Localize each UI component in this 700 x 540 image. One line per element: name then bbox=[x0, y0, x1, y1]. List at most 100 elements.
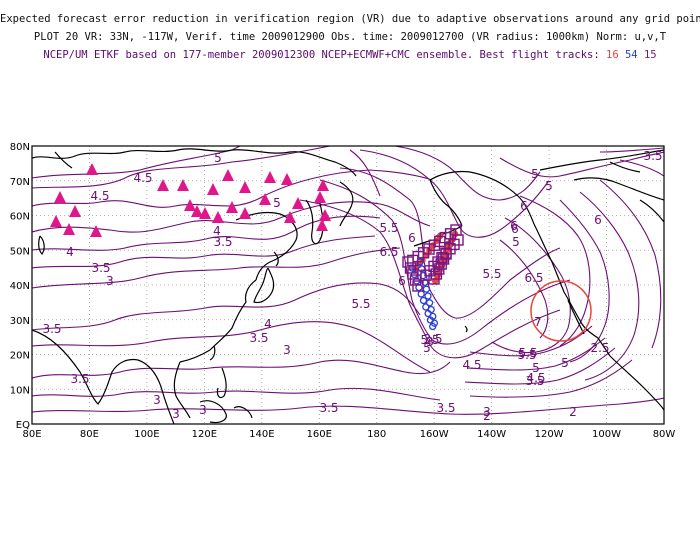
station-triangle bbox=[191, 205, 203, 217]
contour-line bbox=[32, 321, 431, 373]
contour-label: 6.5 bbox=[524, 271, 543, 285]
title-line-2: PLOT 20 VR: 33N, -117W, Verif. time 2009… bbox=[33, 31, 667, 43]
coastline bbox=[573, 177, 664, 201]
track-b-point bbox=[417, 290, 425, 298]
contour-label: 3 bbox=[426, 335, 434, 349]
coastline bbox=[273, 251, 279, 267]
station-triangle bbox=[222, 169, 234, 181]
contour-line bbox=[32, 201, 431, 233]
coastline bbox=[253, 267, 275, 304]
title-line-1: Expected forecast error reduction in ver… bbox=[0, 13, 700, 25]
contour-label: 7 bbox=[534, 315, 542, 329]
contour-line bbox=[32, 359, 451, 379]
track-c-number: 15 bbox=[643, 49, 657, 61]
coastline bbox=[609, 161, 641, 173]
track-c-point bbox=[409, 274, 422, 286]
contour-label: 5 bbox=[531, 167, 539, 181]
contour-line bbox=[32, 146, 241, 179]
coastline bbox=[539, 149, 664, 171]
lat-tick-label: 10N bbox=[10, 385, 30, 396]
contour-label: 2 bbox=[569, 405, 577, 419]
contour-label: 3 bbox=[172, 407, 180, 421]
track-b-point bbox=[425, 299, 434, 307]
contour-label: 6 bbox=[594, 213, 602, 227]
contour-label: 6 bbox=[408, 231, 416, 245]
contour-label: 4 bbox=[264, 317, 272, 331]
axis-labels: 80E 80E 100E 120E 140E 160E 180 160W 140W 120W 100… bbox=[10, 142, 676, 440]
coastlines bbox=[32, 148, 664, 424]
station-triangle bbox=[314, 191, 326, 203]
contour-label: 3 bbox=[106, 274, 114, 288]
track-b-point bbox=[429, 312, 437, 321]
contour-label: 5.5 bbox=[517, 348, 536, 362]
lon-tick-label: 100W bbox=[592, 429, 621, 440]
track-b-point bbox=[419, 296, 428, 305]
contour-line bbox=[32, 169, 433, 208]
contour-line bbox=[319, 179, 571, 345]
contour-line bbox=[499, 151, 664, 178]
header: Expected forecast error reduction in ver… bbox=[0, 10, 700, 64]
contour-label: 4.5 bbox=[133, 171, 152, 185]
lon-tick-label: 160E bbox=[307, 429, 332, 440]
lat-tick-label: 80N bbox=[10, 142, 30, 153]
contour-label: 3.5 bbox=[436, 401, 455, 415]
track-b-point bbox=[430, 319, 439, 327]
contour-label: 5.5 bbox=[379, 221, 398, 235]
station-triangle bbox=[207, 183, 219, 195]
coastline bbox=[639, 199, 664, 223]
track-b-point bbox=[424, 292, 432, 300]
coastline bbox=[235, 211, 298, 281]
contour-label: 3 bbox=[283, 343, 291, 357]
contour-label: 5 bbox=[545, 179, 553, 193]
coastline bbox=[464, 325, 468, 333]
contour-label: 4 bbox=[66, 245, 74, 259]
contour-label: 5 bbox=[214, 151, 222, 165]
lon-tick-label: 80E bbox=[80, 429, 99, 440]
contour-label: 5 bbox=[273, 196, 281, 210]
station-triangle bbox=[157, 179, 169, 191]
contour-line bbox=[32, 247, 401, 289]
contour-label: 4.5 bbox=[462, 358, 481, 372]
coastline bbox=[609, 355, 664, 411]
station-triangle bbox=[317, 179, 329, 191]
contour-label: 6 bbox=[520, 199, 528, 213]
contour-label: 3.5 bbox=[423, 332, 442, 346]
contour-label: 5.5 bbox=[351, 297, 370, 311]
contour-label: 3.5 bbox=[651, 127, 670, 141]
contour-label: 4.5 bbox=[526, 371, 545, 385]
contour-label: 3.5 bbox=[525, 374, 544, 388]
contour-line bbox=[32, 215, 381, 251]
lat-tick-label: 50N bbox=[10, 246, 30, 257]
contour-line bbox=[32, 282, 421, 331]
lon-tick-label: 120E bbox=[192, 429, 217, 440]
lon-tick-label: 100E bbox=[134, 429, 159, 440]
coastline bbox=[216, 367, 227, 399]
contour-line bbox=[469, 359, 633, 398]
station-triangle bbox=[319, 209, 331, 221]
station-triangle bbox=[284, 211, 296, 223]
lon-tick-label: 160W bbox=[420, 429, 449, 440]
contour-line bbox=[499, 239, 549, 339]
contour-line bbox=[579, 191, 640, 381]
contour-line bbox=[491, 217, 571, 354]
contour-line bbox=[599, 147, 664, 153]
station-triangle bbox=[239, 181, 251, 193]
contour-label: 3 bbox=[153, 393, 161, 407]
lat-tick-label: 60N bbox=[10, 212, 30, 223]
contour-label: 2 bbox=[483, 409, 491, 423]
contour-label: 3.5 bbox=[319, 401, 338, 415]
track-c-point bbox=[407, 268, 419, 280]
contour-label: 3.5 bbox=[70, 372, 89, 386]
station-triangle bbox=[259, 193, 271, 205]
coastline bbox=[173, 361, 191, 419]
contour-line bbox=[599, 179, 662, 349]
coastline bbox=[429, 179, 463, 227]
coastline bbox=[199, 400, 227, 424]
contour-line bbox=[394, 146, 541, 201]
lon-tick-label: 80E bbox=[22, 429, 41, 440]
contour-label: 5 bbox=[512, 235, 520, 249]
contour-label: 5.5 bbox=[518, 346, 537, 360]
title-line-3-prefix: NCEP/UM ETKF based on 177-member 2009012… bbox=[43, 49, 600, 61]
